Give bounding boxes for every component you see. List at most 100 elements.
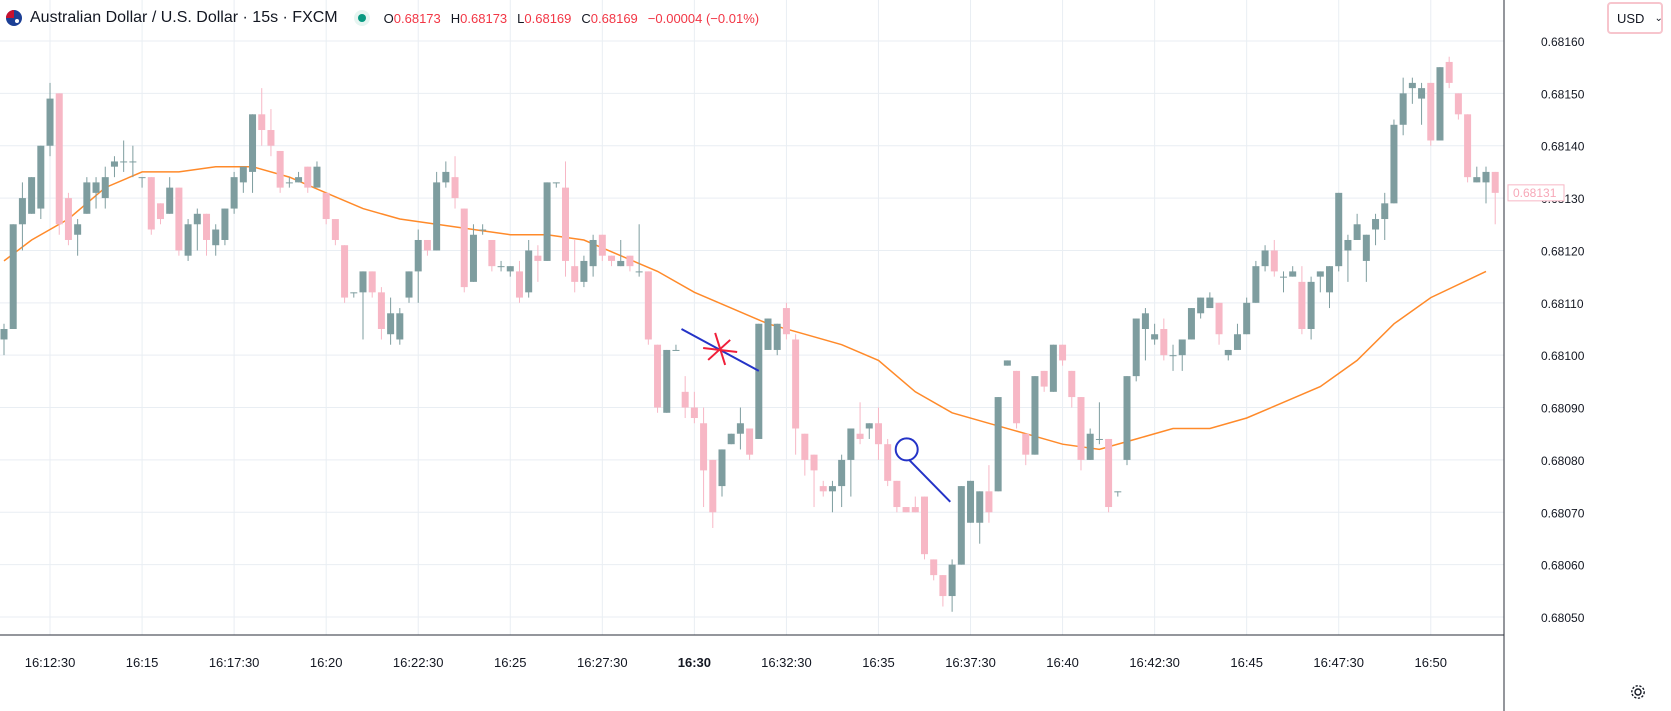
ohlc-change: −0.00004 (−0.01%) [647, 10, 760, 26]
candle-body [626, 255, 634, 267]
candle-body [1445, 61, 1453, 83]
x-axis-label: 16:15 [126, 655, 159, 670]
x-axis-label: 16:50 [1414, 655, 1447, 670]
symbol-title[interactable]: Australian Dollar / U.S. Dollar · 15s · … [30, 9, 338, 26]
chevron-down-icon: ⌄ [1654, 12, 1663, 24]
candle-body [672, 349, 680, 351]
candle-body [175, 187, 183, 251]
candle-body [221, 208, 229, 240]
last-price-label: 0.68131 [1513, 186, 1557, 200]
candle-body [847, 428, 855, 460]
candle-body [285, 182, 293, 184]
candle-body [488, 239, 496, 267]
candle-body [1243, 302, 1251, 335]
candle-body [838, 459, 846, 487]
ohlc-high-value: 0.68173 [460, 10, 508, 26]
candle-body [120, 161, 128, 163]
candle-body [920, 496, 928, 555]
candle-body [810, 454, 818, 471]
candle-body [193, 213, 201, 225]
candle-body [1123, 376, 1131, 460]
settings-gear-icon[interactable] [1630, 684, 1646, 700]
candle-body [994, 397, 1002, 492]
x-axis-label: 16:37:30 [945, 655, 996, 670]
candle-body [239, 166, 247, 183]
candle-body [773, 323, 781, 350]
x-axis-label: 16:45 [1230, 655, 1263, 670]
candle-body [1178, 339, 1186, 356]
candle-body [865, 423, 873, 429]
candle-body [1160, 329, 1168, 356]
candle-body [64, 198, 72, 240]
candlestick-series [0, 56, 1499, 612]
candle-body [755, 323, 763, 439]
candle-body [433, 182, 441, 251]
ohlc-high-key: H [450, 10, 461, 26]
candle-body [1141, 313, 1149, 329]
candle-body [1095, 438, 1103, 440]
ohlc-open-value: 0.68173 [393, 10, 441, 26]
candle-body [1399, 93, 1407, 125]
x-axis-label: 16:20 [310, 655, 343, 670]
candle-body [948, 564, 956, 597]
candle-body [976, 491, 984, 523]
candle-body [690, 407, 698, 419]
candle-body [580, 260, 588, 282]
candle-body [368, 271, 376, 293]
candle-body [0, 329, 8, 340]
candle-body [1390, 124, 1398, 204]
axes[interactable]: 0.681600.681500.681400.681300.681200.681… [0, 0, 1585, 711]
candle-body [874, 423, 882, 445]
candle-body [709, 459, 717, 513]
candle-body [1132, 318, 1140, 377]
candle-body [967, 480, 975, 523]
candle-body [764, 318, 772, 350]
x-axis-label: 16:30 [678, 655, 711, 670]
candle-body [1298, 281, 1306, 329]
candle-body [534, 255, 542, 261]
candle-body [1187, 308, 1195, 340]
candle-body [801, 433, 809, 460]
candle-body [18, 198, 26, 225]
ohlc-low-key: L [517, 10, 525, 26]
candle-body [1068, 370, 1076, 398]
candle-body [1114, 491, 1122, 493]
candle-body [1059, 344, 1067, 361]
candle-body [396, 313, 404, 340]
candle-body [92, 182, 100, 193]
x-axis-label: 16:27:30 [577, 655, 628, 670]
candle-body [295, 177, 303, 183]
candle-body [1224, 349, 1232, 356]
candle-body [341, 245, 349, 298]
candle-body [1233, 334, 1241, 350]
candle-body [377, 292, 385, 329]
candle-body [1077, 397, 1085, 460]
candle-body [1353, 224, 1361, 240]
candle-body [617, 260, 625, 267]
candle-body [957, 486, 965, 565]
candle-body [884, 444, 892, 481]
candle-body [1381, 203, 1389, 220]
candle-body [451, 177, 459, 199]
candle-body [1491, 171, 1499, 193]
candle-body [405, 271, 413, 298]
x-axis-label: 16:22:30 [393, 655, 444, 670]
currency-selector-button[interactable]: USD ⌄ [1607, 2, 1663, 34]
candle-body [589, 239, 597, 267]
candle-body [101, 177, 109, 199]
candle-body [1151, 334, 1159, 340]
candle-body [543, 182, 551, 261]
candle-body [856, 433, 864, 439]
y-axis-label: 0.68060 [1541, 559, 1585, 573]
x-axis-label: 16:40 [1046, 655, 1079, 670]
candle-body [1464, 114, 1472, 178]
ohlc-close-key: C [581, 10, 591, 26]
x-axis-label: 16:47:30 [1313, 655, 1364, 670]
candle-body [1372, 219, 1380, 230]
candle-body [147, 177, 155, 230]
symbol-legend[interactable]: Australian Dollar / U.S. Dollar · 15s · … [6, 6, 759, 30]
candle-body [55, 93, 63, 225]
candle-body [1169, 355, 1177, 357]
user-drawings[interactable] [681, 328, 951, 503]
